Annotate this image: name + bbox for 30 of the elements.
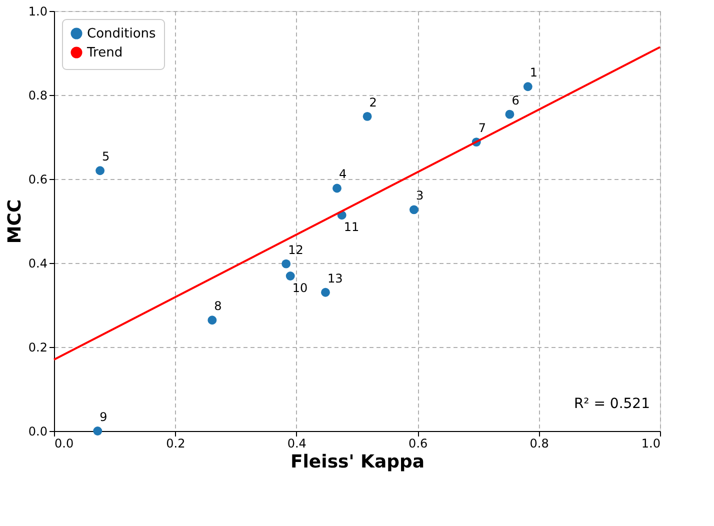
y-tick-label: 0.0 — [28, 424, 48, 438]
annotation: 2 — [369, 95, 377, 110]
x-tick-label: 0.2 — [166, 436, 186, 450]
annotation: 3 — [416, 188, 424, 203]
y-tick-label: 0.8 — [28, 88, 48, 102]
annotation: 8 — [214, 299, 222, 314]
annotation: 6 — [512, 93, 520, 108]
annotation: 9 — [100, 410, 108, 424]
annotation: 13 — [327, 271, 343, 286]
annotation: 5 — [102, 150, 110, 164]
y-tick-label: 0.6 — [28, 172, 48, 186]
x-tick-label: 0.6 — [408, 436, 428, 450]
x-tick-label: 0.4 — [287, 436, 306, 450]
y-axis-title: MCC — [4, 199, 26, 244]
x-axis-title: Fleiss' Kappa — [290, 452, 425, 472]
y-tick-label: 0.2 — [28, 340, 48, 354]
annotation: 1 — [530, 66, 538, 80]
annotation: R² = 0.521 — [574, 396, 650, 412]
x-tick-label: 0.0 — [54, 436, 74, 450]
x-tick-label: 1.0 — [641, 436, 660, 450]
y-tick-label: 1.0 — [28, 4, 48, 18]
legend-label: Conditions — [87, 26, 156, 42]
annotation: 12 — [288, 242, 304, 257]
y-tick-label: 0.4 — [28, 256, 48, 270]
annotation: 7 — [478, 121, 486, 136]
annotation: 10 — [292, 281, 308, 296]
legend-label: Trend — [86, 46, 123, 60]
annotation: 4 — [339, 167, 347, 182]
x-tick-label: 0.8 — [530, 436, 549, 450]
annotation: 11 — [344, 220, 360, 234]
